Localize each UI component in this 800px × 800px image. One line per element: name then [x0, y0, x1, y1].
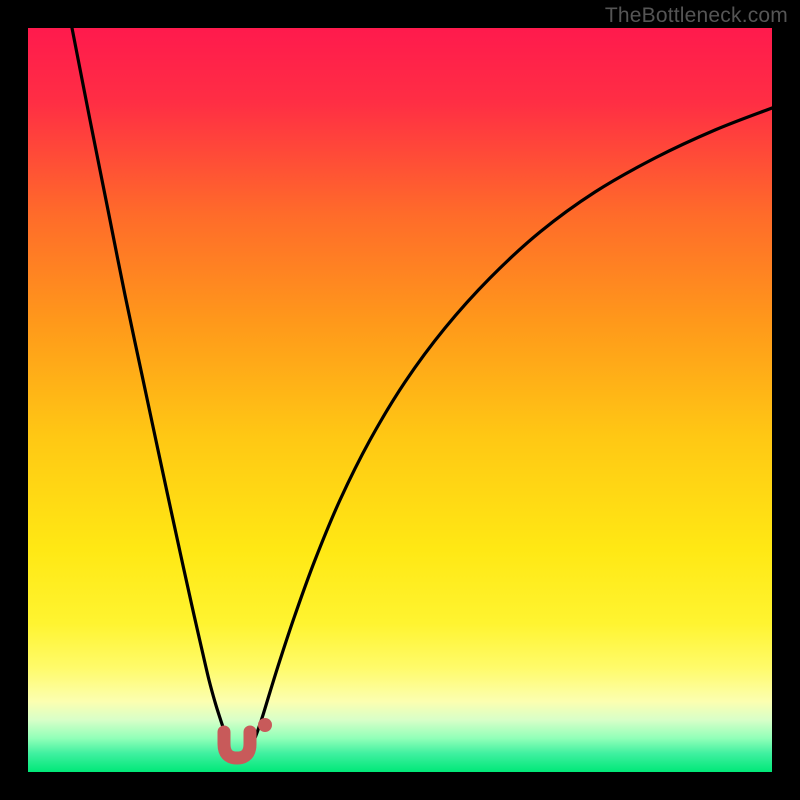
chart-plot-area — [28, 28, 772, 772]
dot-marker — [258, 718, 272, 732]
watermark-text: TheBottleneck.com — [605, 4, 788, 28]
gradient-background — [28, 28, 772, 772]
chart-outer-frame: TheBottleneck.com — [0, 0, 800, 800]
chart-svg — [28, 28, 772, 772]
